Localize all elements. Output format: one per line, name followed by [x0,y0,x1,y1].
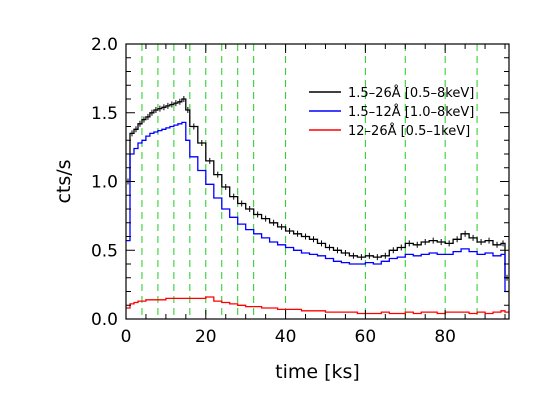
series-layer [126,96,509,315]
legend: 1.5–26Å [0.5–8keV] 1.5–12Å [1.0–8keV] 12… [309,85,474,139]
y-tick-label: 1.0 [91,173,118,193]
x-tick-label: 80 [434,327,456,347]
series-line-3 [126,296,509,315]
legend-label-3: 12–26Å [0.5–1keV] [348,123,470,139]
y-tick-label: 2.0 [91,35,118,55]
legend-label-2: 1.5–12Å [1.0–8keV] [348,104,474,120]
y-tick-label: 1.5 [91,104,118,124]
y-axis-title: cts/s [53,159,75,203]
y-tick-label: 0.0 [91,310,118,330]
x-tick-label: 40 [275,327,297,347]
series-line-2 [126,121,509,293]
x-tick-label: 20 [195,327,217,347]
x-axis-ticks: 0 20 40 60 80 [121,44,506,347]
x-tick-label: 0 [121,327,132,347]
x-axis-title: time [ks] [275,361,360,383]
x-tick-label: 60 [355,327,377,347]
y-tick-label: 0.5 [91,241,118,261]
vertical-marker-lines [141,44,478,319]
legend-label-1: 1.5–26Å [0.5–8keV] [348,85,474,101]
y-axis-ticks: 0.0 0.5 1.0 1.5 2.0 [91,35,509,330]
